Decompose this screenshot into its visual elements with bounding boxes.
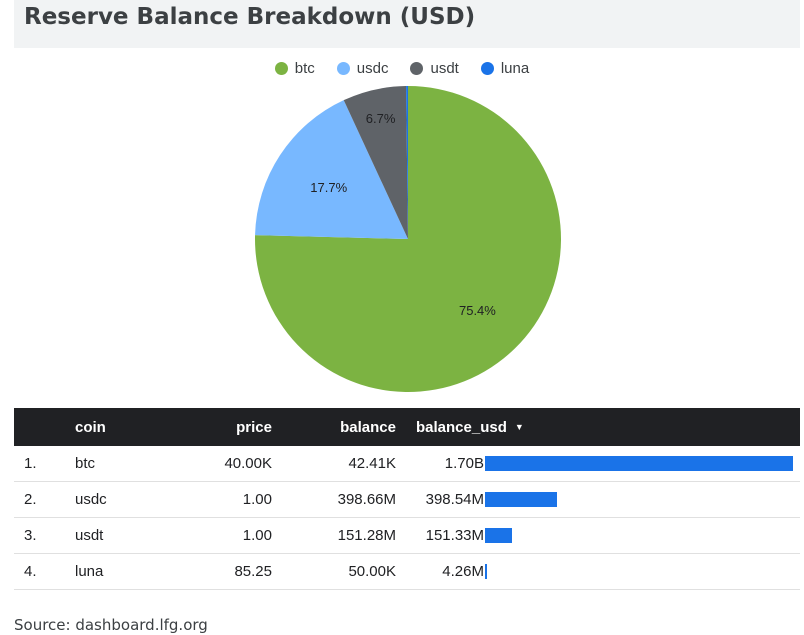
cell-price: 1.00 [242,491,272,508]
cell-balance-usd: 151.33M [425,527,484,544]
title-bar: Reserve Balance Breakdown (USD) [14,0,800,48]
pie-slice-usdc[interactable] [255,100,408,240]
cell-coin: usdt [75,527,104,544]
balance-usd-bar [485,564,487,579]
cell-balance-usd: 398.54M [425,491,484,508]
row-index: 3. [24,527,37,544]
cell-balance: 50.00K [348,563,396,580]
cell-price: 1.00 [242,527,272,544]
balance-usd-bar [485,492,558,507]
data-table: coin price balance balance_usd ▼ 1. btc 40… [14,408,800,590]
pie-slice-luna[interactable] [406,86,408,239]
legend-label-luna: luna [500,60,530,77]
row-index: 1. [24,455,37,472]
legend-swatch-usdc [336,62,350,75]
cell-balance-usd: 1.70B [444,455,484,472]
sort-desc-icon[interactable]: ▼ [514,422,524,432]
pie-label-usdt: 6.7% [366,111,396,126]
pie-label-usdc: 17.7% [310,180,347,195]
table-header: coin price balance balance_usd ▼ [14,408,800,446]
legend-swatch-btc [274,62,288,75]
legend-swatch-luna [480,62,494,75]
cell-balance: 42.41K [348,455,396,472]
table-row[interactable]: 1. btc 40.00K 42.41K 1.70B [14,446,800,482]
cell-coin: usdc [75,491,107,508]
row-index: 2. [24,491,37,508]
legend: btc usdc usdt luna [0,60,804,77]
balance-usd-bar [485,456,793,471]
cell-price: 85.25 [234,563,272,580]
chart-title: Reserve Balance Breakdown (USD) [24,4,476,30]
table-row[interactable]: 2. usdc 1.00 398.66M 398.54M [14,482,800,518]
legend-label-usdt: usdt [430,60,459,77]
legend-label-usdc: usdc [356,60,389,77]
source-note: Source: dashboard.lfg.org [14,616,208,634]
legend-item-usdt[interactable]: usdt [410,60,459,77]
header-price[interactable]: price [236,418,272,436]
table-row[interactable]: 3. usdt 1.00 151.28M 151.33M [14,518,800,554]
row-index: 4. [24,563,37,580]
cell-coin: luna [75,563,104,580]
header-balance[interactable]: balance [340,418,396,436]
balance-usd-bar [485,528,513,543]
cell-balance-usd: 4.26M [442,563,484,580]
legend-item-luna[interactable]: luna [480,60,530,77]
legend-item-btc[interactable]: btc [274,60,315,77]
cell-balance: 151.28M [337,527,396,544]
header-balance-usd[interactable]: balance_usd ▼ [416,419,524,436]
cell-balance: 398.66M [337,491,396,508]
header-balance-usd-label: balance_usd [416,418,507,436]
pie-chart: 75.4% 17.7% 6.7% [255,86,561,392]
header-coin[interactable]: coin [75,418,106,436]
pie-label-btc: 75.4% [459,303,496,318]
table-row[interactable]: 4. luna 85.25 50.00K 4.26M [14,554,800,590]
legend-item-usdc[interactable]: usdc [336,60,389,77]
legend-swatch-usdt [410,62,424,75]
cell-price: 40.00K [224,455,272,472]
pie-slice-usdt[interactable] [343,86,408,239]
cell-coin: btc [75,455,96,472]
legend-label-btc: btc [294,60,315,77]
